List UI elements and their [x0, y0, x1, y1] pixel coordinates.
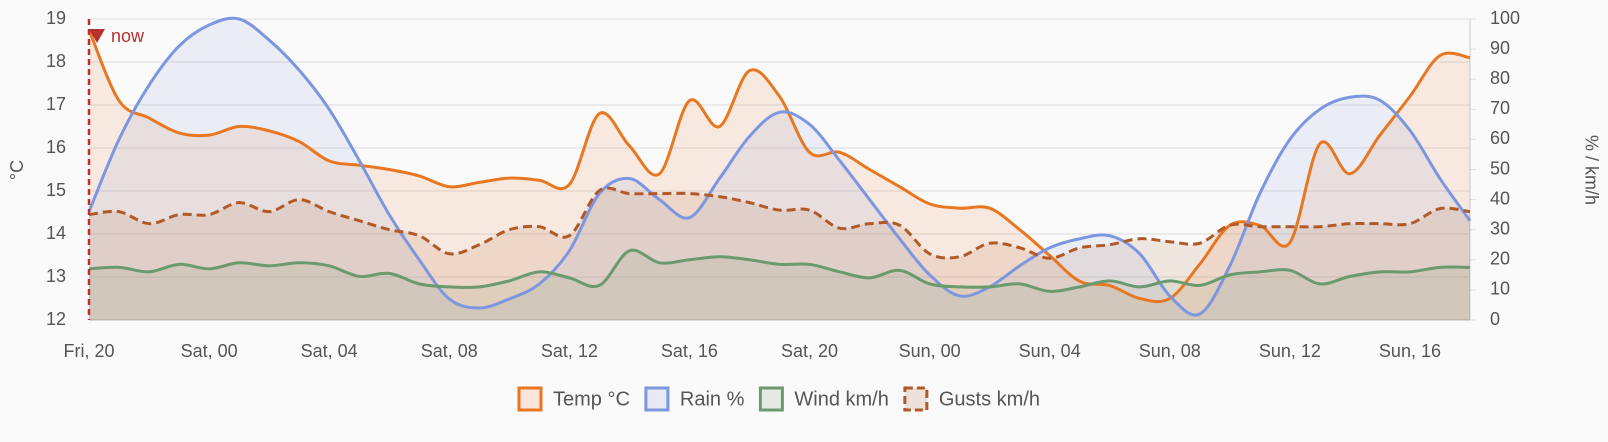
x-tick-label: Sat, 16	[661, 341, 718, 361]
y2-tick-label: 60	[1490, 128, 1510, 148]
y-tick-label: 15	[46, 180, 66, 200]
y2-tick-label: 0	[1490, 309, 1500, 329]
legend-label: Rain %	[680, 388, 745, 410]
legend-label: Temp °C	[553, 388, 630, 410]
x-tick-label: Sat, 04	[301, 341, 358, 361]
y-tick-label: 17	[46, 94, 66, 114]
legend-swatch	[644, 386, 670, 412]
y-tick-label: 13	[46, 266, 66, 286]
y2-tick-label: 20	[1490, 249, 1510, 269]
y2-tick-label: 100	[1490, 8, 1520, 28]
x-tick-label: Sun, 16	[1379, 341, 1441, 361]
y2-tick-label: 50	[1490, 158, 1510, 178]
x-tick-label: Fri, 20	[63, 341, 114, 361]
legend-item: Rain %	[644, 386, 745, 412]
now-marker	[89, 29, 105, 43]
legend-item: Temp °C	[517, 386, 630, 412]
y-tick-label: 18	[46, 51, 66, 71]
y-tick-label: 14	[46, 223, 66, 243]
y2-tick-label: 40	[1490, 188, 1510, 208]
series-area	[89, 250, 1470, 320]
legend-swatch	[903, 386, 929, 412]
y-tick-label: 12	[46, 309, 66, 329]
x-tick-label: Sun, 04	[1019, 341, 1081, 361]
y-axis-title: °C	[7, 160, 27, 180]
y-tick-label: 19	[46, 8, 66, 28]
lines	[87, 16, 1472, 317]
x-tick-label: Sat, 08	[421, 341, 478, 361]
y2-tick-label: 10	[1490, 279, 1510, 299]
series-line	[88, 248, 1471, 293]
x-tick-label: Sun, 00	[899, 341, 961, 361]
legend-swatch	[758, 386, 784, 412]
grid	[89, 18, 1476, 321]
y-tick-label: 16	[46, 137, 66, 157]
legend-item: Gusts km/h	[903, 386, 1040, 412]
x-tick-label: Sun, 12	[1259, 341, 1321, 361]
legend-swatch	[517, 386, 543, 412]
legend-label: Wind km/h	[794, 388, 888, 410]
y2-tick-label: 30	[1490, 218, 1510, 238]
x-tick-label: Sun, 08	[1139, 341, 1201, 361]
series-line	[88, 186, 1471, 260]
y2-axis-title: % / km/h	[1581, 135, 1601, 205]
now-label: now	[111, 26, 145, 46]
series-area	[89, 18, 1470, 320]
areas	[89, 18, 1470, 320]
y2-tick-label: 70	[1490, 98, 1510, 118]
y2-tick-label: 80	[1490, 68, 1510, 88]
series-line	[87, 16, 1472, 317]
legend-label: Gusts km/h	[939, 388, 1040, 410]
x-tick-label: Sat, 20	[781, 341, 838, 361]
y2-tick-label: 90	[1490, 38, 1510, 58]
legend-item: Wind km/h	[758, 386, 889, 412]
x-tick-label: Sat, 12	[541, 341, 598, 361]
x-tick-label: Sat, 00	[181, 341, 238, 361]
